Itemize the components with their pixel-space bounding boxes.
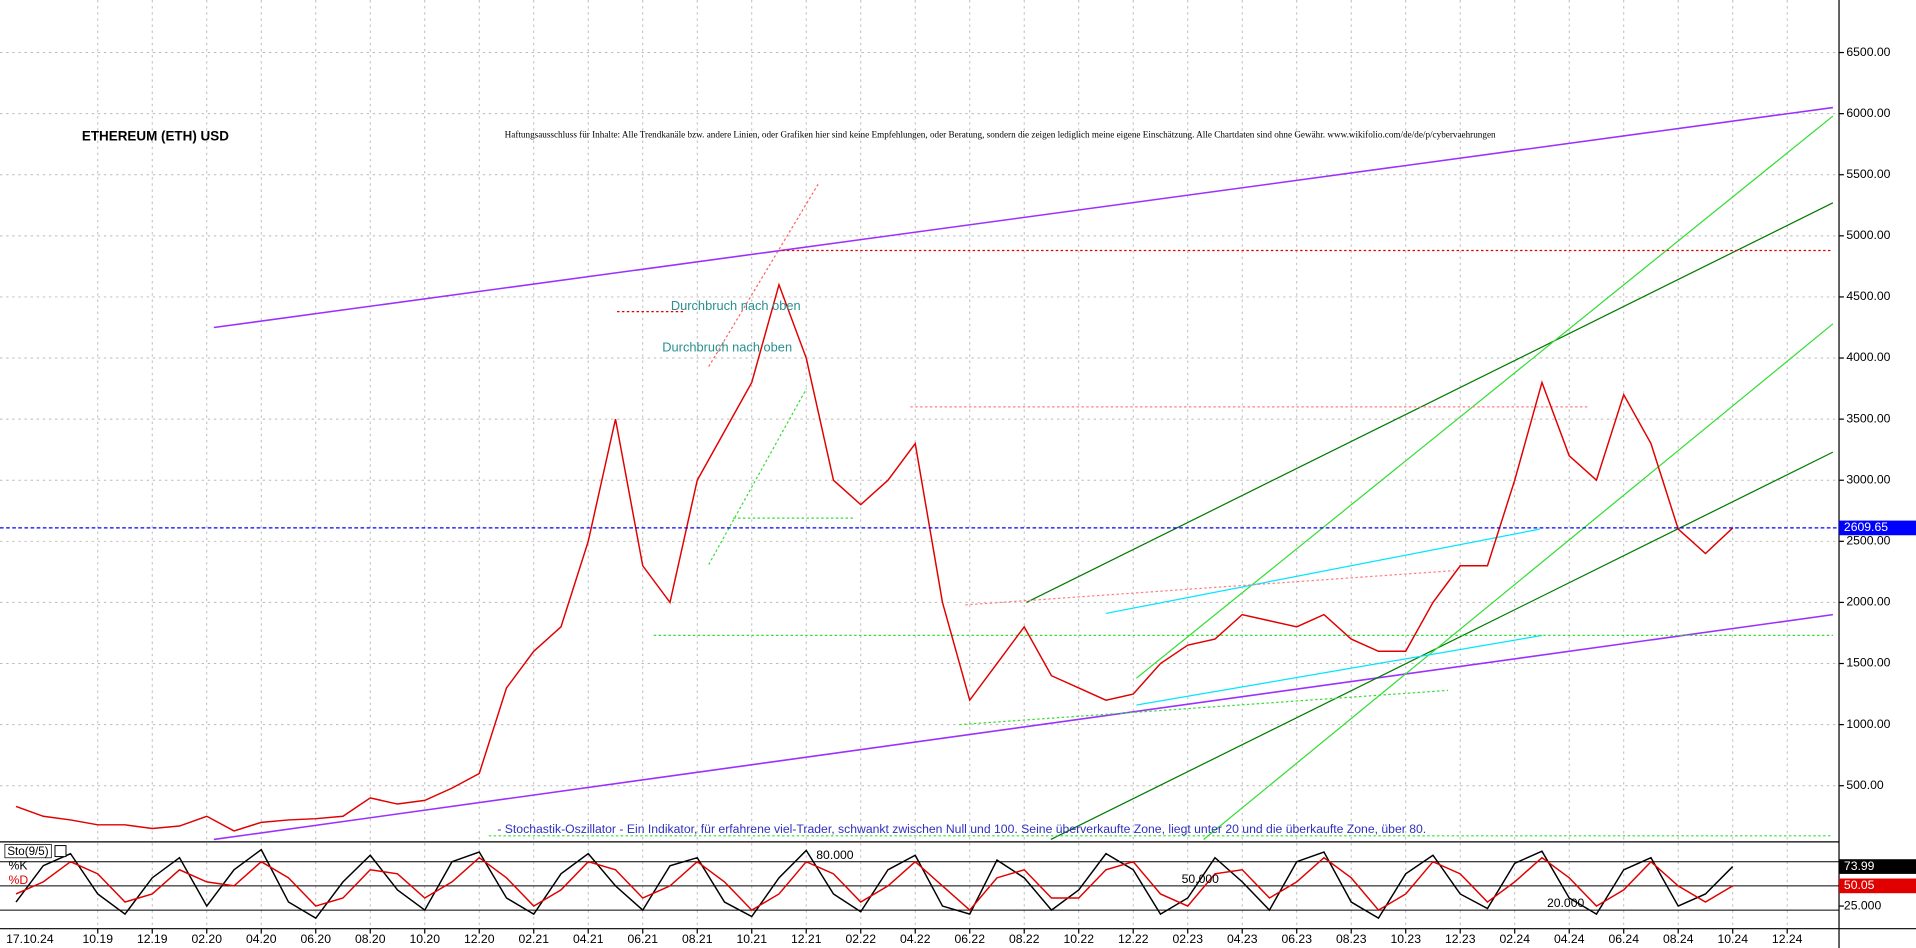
indicator-box [4,843,52,859]
trend-line [1136,634,1543,706]
x-tick-label: 02.23 [1172,932,1203,946]
trend-line [1050,451,1834,841]
plot-bg [0,0,1839,948]
x-tick-label: 10.19 [82,932,113,946]
y-tick-label: 3500.00 [1846,411,1890,425]
x-tick-label: 06.20 [300,932,331,946]
trend-line [1105,528,1540,615]
x-tick-label: 06.21 [627,932,658,946]
last-value-box [1839,859,1916,874]
y-tick-label: 2000.00 [1846,595,1890,609]
level-label: 50.000 [1182,872,1220,886]
last-value-label: 73.99 [1844,859,1875,873]
x-tick-label: 08.23 [1336,932,1367,946]
x-tick-label: 08.20 [355,932,386,946]
trend-line [1026,202,1834,603]
y-tick-label: 4000.00 [1846,350,1890,364]
disclaimer: Haftungsausschluss für Inhalte: Alle Tre… [505,130,1496,140]
y-tick-label: 5500.00 [1846,167,1890,181]
x-tick-label: 04.20 [246,932,277,946]
trend-line [1203,323,1834,840]
x-tick-label: 10.24 [1717,932,1748,946]
series-line [15,856,1734,912]
expand-button[interactable] [54,845,67,858]
x-tick-label: 02.21 [518,932,549,946]
x-tick-label: 06.22 [954,932,985,946]
y-tick-label: 2500.00 [1846,534,1890,548]
x-tick-label: 04.22 [900,932,931,946]
level-label: 80.000 [816,848,854,862]
marks [0,282,1840,920]
y-tick-label: 5000.00 [1846,228,1890,242]
oscillator-note: - Stochastik-Oszillator - Ein Indikator,… [497,822,1426,836]
last-price-label: 2609.65 [1844,520,1888,534]
y-tick-label: 25.000 [1844,898,1882,912]
x-tick-label: 06.24 [1608,932,1639,946]
x-tick-label: 08.24 [1663,932,1694,946]
x-tick-label: 10.20 [409,932,440,946]
x-tick-label: 08.22 [1009,932,1040,946]
x-tick-label: 10.21 [736,932,767,946]
x-tick-label: 10.22 [1063,932,1094,946]
x-tick-label: 06.23 [1281,932,1312,946]
x-tick-label: 04.23 [1227,932,1258,946]
x-tick-label: 12.19 [137,932,168,946]
annotation: Durchbruch nach oben [662,340,792,355]
x-tick-label: 12.22 [1118,932,1149,946]
series-line [15,282,1734,832]
x-tick-label: 04.24 [1554,932,1585,946]
series-line [15,848,1734,920]
x-tick-label: 04.21 [573,932,604,946]
legend-entry: %K [9,859,28,873]
x-tick-label: 02.24 [1499,932,1530,946]
x-tick-label: 10.23 [1390,932,1421,946]
chart-title: ETHEREUM (ETH) USD [82,128,229,143]
x-tick-label: 12.23 [1445,932,1476,946]
y-tick-label: 4500.00 [1846,289,1890,303]
grid [0,0,1840,929]
trend-line [965,570,1455,606]
x-tick-label: 02.20 [191,932,222,946]
x-tick-label: 02.22 [845,932,876,946]
y-tick-label: 500.00 [1846,778,1884,792]
y-tick-label: 6000.00 [1846,106,1890,120]
trend-line [708,182,820,367]
y-tick-label: 3000.00 [1846,472,1890,486]
trend-line [708,388,808,565]
y-tick-label: 6500.00 [1846,45,1890,59]
y-tick-label: 1000.00 [1846,717,1890,731]
trend-line [213,106,1834,329]
x-tick-label: 08.21 [682,932,713,946]
x-tick-label: 12.20 [464,932,495,946]
level-label: 20.000 [1547,896,1585,910]
x-tick-label: 12.24 [1772,932,1803,946]
trend-line [213,613,1834,841]
trend-line [959,689,1449,726]
x-tick-label: 12.21 [791,932,822,946]
annotation: Durchbruch nach oben [671,298,801,313]
date-label: 17.10.24 [6,932,54,946]
last-value-label: 50.05 [1844,878,1875,892]
trend-lines [213,106,1834,841]
last-value-box [1839,878,1916,894]
indicator-title: Sto(9/5) [7,845,48,858]
last-price-box [1839,520,1916,536]
legend-entry: %D [9,873,29,887]
y-tick-label: 1500.00 [1846,656,1890,670]
